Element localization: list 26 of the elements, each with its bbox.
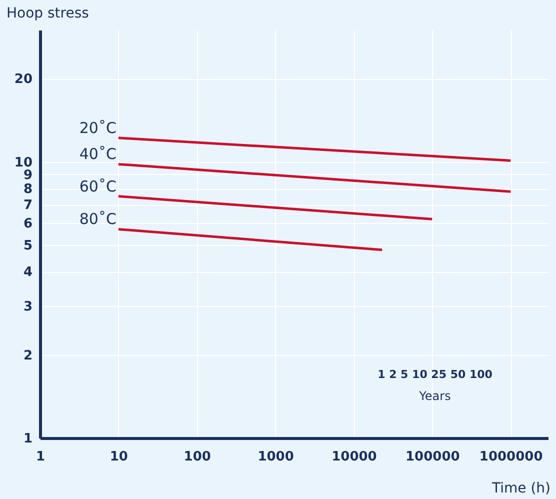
y-tick-label: 4 <box>23 265 32 280</box>
y-tick-label: 10 <box>14 155 32 170</box>
x-axis-title: Time (h) <box>490 480 550 496</box>
y-axis-title: Hoop stress <box>6 6 89 22</box>
y-tick-label: 3 <box>23 300 32 315</box>
y-tick-label: 1 <box>23 432 32 446</box>
y-tick-label: 7 <box>23 198 32 214</box>
x-tick-label: 100 <box>184 450 211 464</box>
y-tick-label: 2 <box>23 348 32 364</box>
y-tick-label: 5 <box>23 238 32 254</box>
y-tick-label: 20 <box>14 72 32 88</box>
series-label: 20˚C <box>79 118 116 137</box>
y-tick-label: 9 <box>23 168 32 183</box>
x-tick-label: 10 <box>110 450 128 464</box>
x-tick-label: 1 <box>36 450 46 464</box>
y-tick-label: 6 <box>23 216 32 232</box>
y-tick-label: 8 <box>23 182 32 198</box>
series-label: 80˚C <box>79 210 116 228</box>
series-label: 40˚C <box>79 145 116 164</box>
x-tick-label: 100000 <box>406 450 460 464</box>
x-tick-label: 1000 <box>258 450 294 464</box>
annotation: Years <box>418 389 451 403</box>
x-tick-label: 10000 <box>332 450 377 464</box>
annotation: 1 2 5 10 25 50 100 <box>378 368 493 381</box>
x-tick-label: 1000000 <box>479 450 543 464</box>
series-label: 60˚C <box>79 177 116 196</box>
